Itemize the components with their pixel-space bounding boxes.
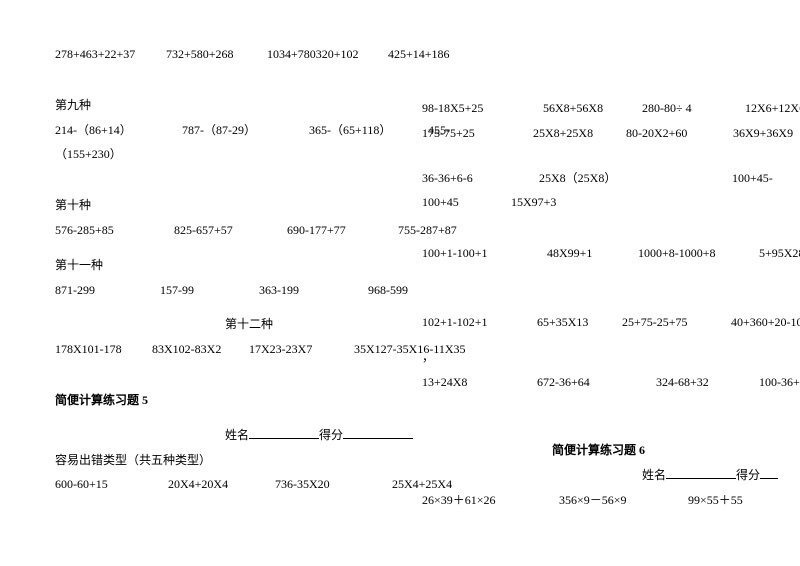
expr: 15X97+3: [511, 194, 556, 211]
expr: 36-36+6-6: [422, 170, 536, 187]
section-9-label: 第九种: [55, 97, 400, 114]
comma-line: ，: [422, 349, 800, 366]
section-11-label: 第十一种: [55, 257, 400, 274]
expr: 40+360+20-10: [731, 314, 800, 331]
name-score-6: 姓名 得分: [422, 467, 800, 484]
expr: 214-（86+14）: [55, 122, 179, 139]
score-blank: [760, 467, 778, 479]
name-blank: [666, 467, 736, 479]
section-10-line: 576-285+85 825-657+57 690-177+77 755-287…: [55, 222, 400, 239]
expr: 1000+8-1000+8: [638, 245, 756, 262]
expr: 100+1-100+1: [422, 245, 544, 262]
r-row1: 98-18X5+25 56X8+56X8 280-80÷ 4 12X6+12X6: [422, 100, 800, 117]
expr: 1034+780320+102: [267, 46, 385, 63]
expr: 20X4+20X4: [168, 476, 272, 493]
expr: 157-99: [160, 282, 256, 299]
name-blank: [249, 427, 319, 439]
section-9-line: 214-（86+14） 787-（87-29） 365-（65+118） 455…: [55, 122, 400, 139]
section-9-cont: （155+230）: [55, 146, 400, 163]
section-10-label: 第十种: [55, 197, 400, 214]
expr: 25+75-25+75: [622, 314, 728, 331]
expr: 178X101-178: [55, 341, 149, 358]
expr: 732+580+268: [166, 46, 264, 63]
section-12-line: 178X101-178 83X102-83X2 17X23-23X7 35X12…: [55, 341, 400, 358]
expr: 25X8（25X8）: [539, 170, 729, 187]
expr: 278+463+22+37: [55, 46, 163, 63]
name-label: 姓名: [642, 468, 666, 482]
expr: 825-657+57: [174, 222, 284, 239]
expr: 26×39＋61×26: [422, 492, 556, 509]
r-row3: 36-36+6-6 25X8（25X8） 100+45-: [422, 170, 800, 187]
error-type-label: 容易出错类型（共五种类型）: [55, 452, 400, 469]
expr: 871-299: [55, 282, 157, 299]
top-expr-line: 278+463+22+37 732+580+268 1034+780320+10…: [55, 46, 400, 63]
expr: 175-75+25: [422, 125, 530, 142]
expr: 787-（87-29）: [182, 122, 306, 139]
expr: 736-35X20: [275, 476, 389, 493]
left-last-line: 600-60+15 20X4+20X4 736-35X20 25X4+25X4: [55, 476, 400, 493]
expr: 98-18X5+25: [422, 100, 540, 117]
expr: 576-285+85: [55, 222, 171, 239]
expr: 13+24X8: [422, 374, 534, 391]
section-11-line: 871-299 157-99 363-199 968-599: [55, 282, 400, 299]
r-row6: 13+24X8 672-36+64 324-68+32 100-36+64: [422, 374, 800, 391]
expr: 25X8+25X8: [533, 125, 623, 142]
name-label: 姓名: [225, 428, 249, 442]
expr: 17X23-23X7: [249, 341, 351, 358]
title-6: 简便计算练习题 6: [422, 442, 800, 459]
expr: 363-199: [259, 282, 365, 299]
r-row3b: 100+45 15X97+3: [422, 194, 800, 211]
section-12-label: 第十二种: [55, 316, 400, 333]
expr: 100+45-: [732, 170, 773, 187]
expr: 672-36+64: [537, 374, 653, 391]
expr: 690-177+77: [287, 222, 395, 239]
score-label: 得分: [736, 468, 760, 482]
r-row5: 102+1-102+1 65+35X13 25+75-25+75 40+360+…: [422, 314, 800, 331]
r-row2: 175-75+25 25X8+25X8 80-20X2+60 36X9+36X9: [422, 125, 800, 142]
expr: 102+1-102+1: [422, 314, 534, 331]
expr: 100-36+64: [759, 374, 800, 391]
expr: 56X8+56X8: [543, 100, 639, 117]
expr: 36X9+36X9: [733, 125, 793, 142]
r-row4: 100+1-100+1 48X99+1 1000+8-1000+8 5+95X2…: [422, 245, 800, 262]
expr: 65+35X13: [537, 314, 619, 331]
score-label: 得分: [319, 428, 343, 442]
expr: 80-20X2+60: [626, 125, 730, 142]
title-5: 简便计算练习题 5: [55, 392, 400, 409]
expr: 324-68+32: [656, 374, 756, 391]
expr: 48X99+1: [547, 245, 635, 262]
expr: 12X6+12X6: [745, 100, 800, 117]
expr: 600-60+15: [55, 476, 165, 493]
expr: 100+45: [422, 194, 508, 211]
name-score-5: 姓名 得分: [55, 427, 400, 444]
expr: 280-80÷ 4: [642, 100, 742, 117]
expr: 5+95X28: [759, 245, 800, 262]
expr: 356×9－56×9: [559, 492, 685, 509]
expr: 99×55＋55: [688, 492, 743, 509]
expr: 83X102-83X2: [152, 341, 246, 358]
right-last-line: 26×39＋61×26 356×9－56×9 99×55＋55: [422, 492, 800, 509]
